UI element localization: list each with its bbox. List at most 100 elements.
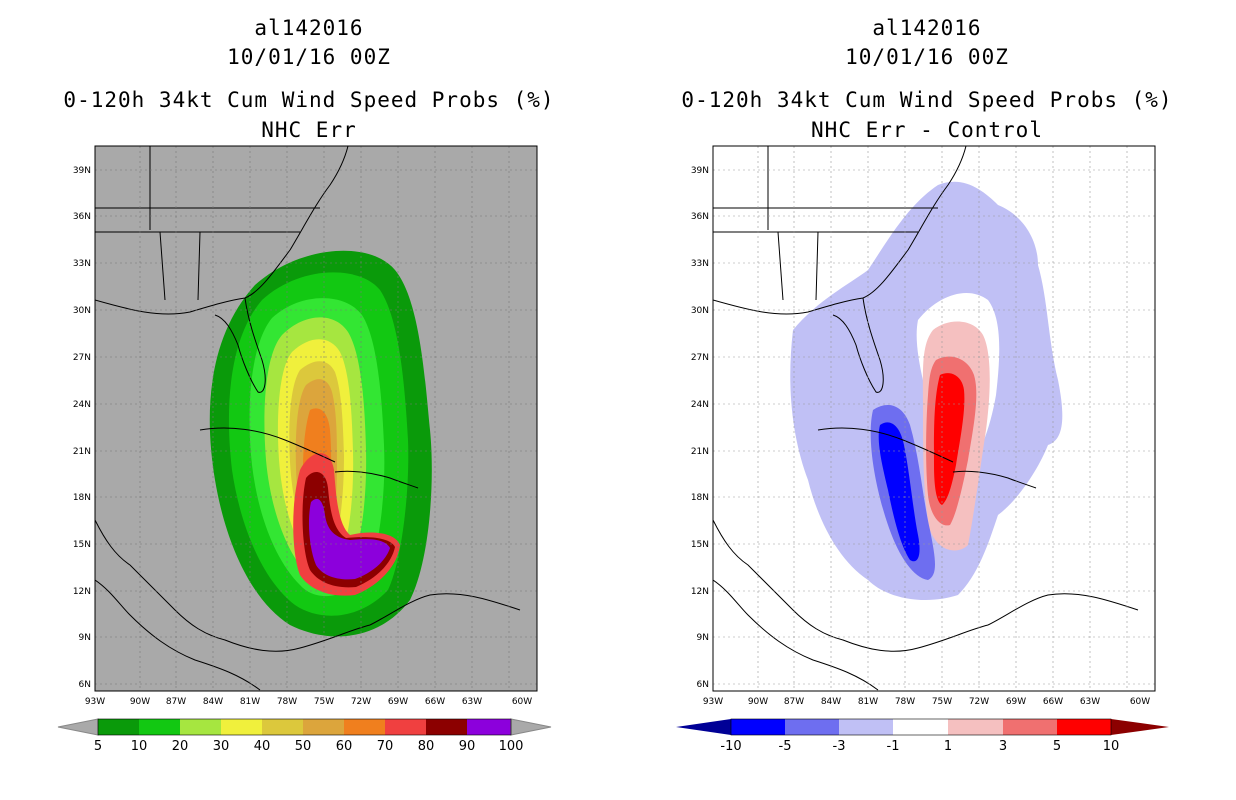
lat-label: 15N [73, 540, 91, 550]
colorbar-label: 80 [418, 739, 435, 754]
prob-contour-100 [308, 498, 390, 580]
lon-label: 66W [1043, 697, 1063, 707]
lat-label: 27N [691, 353, 709, 363]
lon-label: 69W [388, 697, 408, 707]
colorbar-label: 60 [336, 739, 353, 754]
lon-label: 60W [1130, 697, 1150, 707]
lon-label: 63W [462, 697, 482, 707]
colorbar-label: 50 [295, 739, 312, 754]
lat-label: 24N [73, 400, 91, 410]
colorbar-label: 90 [459, 739, 476, 754]
right-storm-id: al142016 [872, 16, 982, 40]
lat-label: 6N [79, 680, 91, 690]
colorbar-label: 10 [131, 739, 148, 754]
right-map-frame [712, 145, 1156, 692]
lon-label: 78W [895, 697, 915, 707]
right-map-svg: 93W 90W 87W 84W 81W 78W 75W 72W 69W 66W … [676, 145, 1169, 754]
left-coastlines [95, 146, 521, 691]
lat-label: 36N [691, 212, 709, 222]
colorbar-label: 40 [254, 739, 271, 754]
colorbar-label: 20 [172, 739, 189, 754]
colorbar-label: 100 [499, 739, 524, 754]
lat-label: 39N [691, 166, 709, 176]
diff-contour-plus5 [933, 373, 965, 505]
lon-label: 66W [425, 697, 445, 707]
left-map-panel: al142016 10/01/16 00Z 0-120h 34kt Cum Wi… [57, 16, 555, 754]
lon-label: 60W [512, 697, 532, 707]
lon-label: 90W [748, 697, 768, 707]
right-lat-axis: 39N 36N 33N 30N 27N 24N 21N 18N 15N 12N … [691, 166, 709, 690]
lat-label: 9N [697, 633, 709, 643]
colorbar-swatch [344, 719, 385, 735]
right-subtitle: NHC Err - Control [811, 118, 1043, 142]
lat-label: 18N [73, 493, 91, 503]
colorbar-frame [730, 718, 1112, 736]
left-colorbar-labels: 5 10 20 30 40 50 60 70 80 90 100 [94, 739, 524, 754]
colorbar-label: 1 [944, 739, 952, 754]
lon-label: 84W [821, 697, 841, 707]
colorbar-label: 30 [213, 739, 230, 754]
colorbar-swatch [98, 719, 139, 735]
lat-label: 12N [691, 587, 709, 597]
colorbar-high-arrow [510, 718, 552, 736]
lon-label: 93W [85, 697, 105, 707]
colorbar-swatch [731, 719, 785, 735]
colorbar-swatch [221, 719, 262, 735]
colorbar-swatch [893, 719, 948, 735]
left-datetime: 10/01/16 00Z [227, 45, 391, 69]
lat-label: 18N [691, 493, 709, 503]
colorbar-label: -5 [779, 739, 792, 754]
left-gridlines [95, 146, 537, 691]
lon-label: 75W [932, 697, 952, 707]
right-lon-axis: 93W 90W 87W 84W 81W 78W 75W 72W 69W 66W … [703, 697, 1150, 707]
colorbar-label: 70 [377, 739, 394, 754]
left-product-title: 0-120h 34kt Cum Wind Speed Probs (%) [63, 88, 555, 112]
right-colorbar-labels: -10 -5 -3 -1 1 3 5 10 [720, 739, 1119, 754]
left-map-frame [94, 145, 538, 692]
left-lat-axis: 39N 36N 33N 30N 27N 24N 21N 18N 15N 12N … [73, 166, 91, 690]
colorbar-swatch [1003, 719, 1057, 735]
lat-label: 39N [73, 166, 91, 176]
left-colorbar [57, 718, 552, 736]
lat-label: 33N [691, 259, 709, 269]
colorbar-label: -10 [720, 739, 741, 754]
colorbar-low-arrow [57, 718, 99, 736]
lon-label: 72W [351, 697, 371, 707]
lon-label: 75W [314, 697, 334, 707]
lon-label: 87W [166, 697, 186, 707]
lon-label: 72W [969, 697, 989, 707]
lat-label: 12N [73, 587, 91, 597]
colorbar-swatch [426, 719, 467, 735]
colorbar-swatch [385, 719, 426, 735]
lat-label: 30N [691, 306, 709, 316]
lon-label: 81W [858, 697, 878, 707]
colorbar-swatch [180, 719, 221, 735]
lon-label: 87W [784, 697, 804, 707]
lat-label: 30N [73, 306, 91, 316]
lat-label: 36N [73, 212, 91, 222]
colorbar-label: 10 [1103, 739, 1120, 754]
lon-label: 84W [203, 697, 223, 707]
colorbar-label: 3 [999, 739, 1007, 754]
right-product-title: 0-120h 34kt Cum Wind Speed Probs (%) [681, 88, 1173, 112]
colorbar-low-arrow [676, 719, 731, 735]
colorbar-label: 5 [1053, 739, 1061, 754]
lon-label: 63W [1080, 697, 1100, 707]
right-coastlines [713, 146, 1139, 691]
left-subtitle: NHC Err [261, 118, 357, 142]
lon-label: 81W [240, 697, 260, 707]
colorbar-frame [97, 718, 512, 736]
diff-contour-minus5 [878, 422, 920, 562]
lat-label: 9N [79, 633, 91, 643]
colorbar-swatch [303, 719, 344, 735]
lon-label: 93W [703, 697, 723, 707]
colorbar-label: -1 [887, 739, 900, 754]
lon-label: 69W [1006, 697, 1026, 707]
colorbar-high-arrow [1111, 719, 1169, 735]
right-gridlines [713, 146, 1155, 691]
colorbar-label: -3 [833, 739, 846, 754]
lat-label: 6N [697, 680, 709, 690]
lon-label: 78W [277, 697, 297, 707]
lat-label: 33N [73, 259, 91, 269]
colorbar-swatch [139, 719, 180, 735]
